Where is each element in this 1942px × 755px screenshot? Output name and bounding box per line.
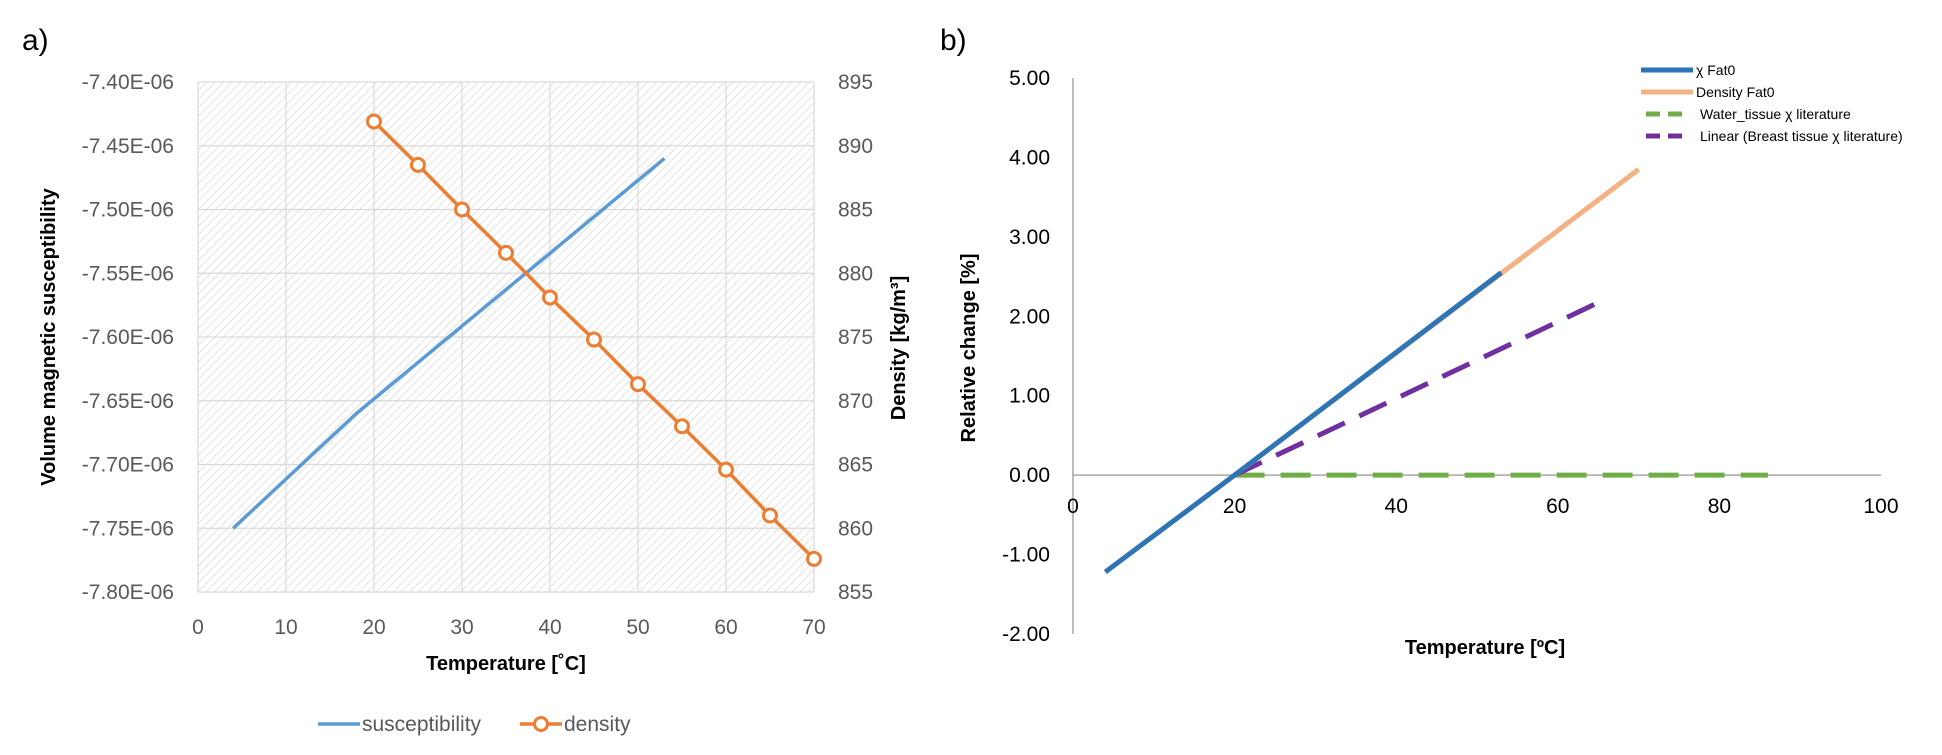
y-tick-label: -7.65E-06 [82,390,174,413]
legend-label: Linear (Breast tissue χ literature) [1700,128,1903,144]
y-tick-label: -7.60E-06 [82,326,174,349]
series-a [232,113,822,567]
density-point [498,244,514,261]
x-tick-label: 40 [1385,495,1408,518]
density-point [366,113,382,130]
panel-a-label: a) [22,24,49,57]
x-tick-label: 50 [626,616,649,639]
grid-a [197,81,815,593]
legend-label: susceptibility [362,713,482,736]
y2-tick-label: 855 [838,581,873,604]
y-tick-label: -2.00 [1002,623,1050,646]
density-point [630,376,646,393]
legend-b: χ Fat0 Density Fat0 Water_tissue χ literat… [1641,62,1903,144]
y-tick-label: -1.00 [1002,544,1050,567]
y2-tick-label: 875 [838,326,873,349]
density-point [542,289,558,306]
x-tick-label: 30 [450,616,473,639]
y2-tick-label: 890 [838,135,873,158]
y-tick-label: -7.50E-06 [82,199,174,222]
series-b [1103,167,1768,575]
y-axis-title-a: Volume magnetic susceptibility [38,187,60,485]
x-tick-label: 0 [192,616,204,639]
legend-label: density [564,713,631,736]
y-tick-label: 2.00 [1009,305,1050,328]
legend-label: Density Fat0 [1696,84,1775,100]
x-tick-label: 20 [362,616,385,639]
y-tick-label: 4.00 [1009,146,1050,169]
x-tick-label: 100 [1863,495,1898,518]
y2-axis-ticks-a: 895 890 885 880 875 870 865 860 855 [838,71,873,604]
axes-b [1072,78,1881,634]
y-tick-label: -7.45E-06 [82,135,174,158]
y-tick-label: -7.70E-06 [82,454,174,477]
y-tick-label: -7.80E-06 [82,581,174,604]
y2-tick-label: 880 [838,262,873,285]
density-point [806,550,822,567]
x-tick-label: 60 [1546,495,1569,518]
y-axis-title-b: Relative change [%] [958,254,980,443]
legend-a: susceptibility density [318,713,631,736]
density-point [762,507,778,524]
x-tick-label: 0 [1067,495,1079,518]
panel-b-label: b) [940,24,967,57]
x-axis-ticks-b: 0 20 40 60 80 100 [1067,495,1898,518]
series-line-b-3 [1233,296,1608,478]
chart-a: a) -7.40E-06-7.45E-06-7.50E-06-7.55E-06-… [22,24,910,736]
density-point [586,331,602,348]
legend-marker-density [533,716,549,732]
y-tick-label: -7.55E-06 [82,262,174,285]
x-axis-title-a: Temperature [˚C] [426,652,586,675]
density-point [410,156,426,173]
y2-tick-label: 885 [838,199,873,222]
y-tick-label: 1.00 [1009,385,1050,408]
y2-tick-label: 870 [838,390,873,413]
y-tick-label: 3.00 [1009,226,1050,249]
chart-b: b) 5.00 4.00 3.00 2.00 1.00 0.00 -1.00 -2.00 0 2… [940,24,1903,659]
x-tick-label: 80 [1708,495,1731,518]
y-tick-label: 0.00 [1009,464,1050,487]
y-axis-ticks-a: -7.40E-06 -7.45E-06 -7.50E-06 -7.55E-06 -7.6… [82,71,174,604]
x-tick-label: 70 [802,616,825,639]
series-line-b-0 [1103,270,1503,575]
y2-tick-label: 895 [838,71,873,94]
legend-label: Water_tissue χ literature [1700,106,1851,122]
x-tick-label: 40 [538,616,561,639]
legend-label: χ Fat0 [1696,62,1735,78]
y-tick-label: -7.40E-06 [82,71,174,94]
y-axis-ticks-b: 5.00 4.00 3.00 2.00 1.00 0.00 -1.00 -2.00 [1002,67,1050,646]
x-axis-title-b: Temperature [ºC] [1405,637,1565,659]
density-point [454,201,470,218]
x-axis-ticks-a: 0 10 20 30 40 50 60 70 [192,616,826,639]
x-tick-label: 60 [714,616,737,639]
y-tick-label: 5.00 [1009,67,1050,90]
y2-axis-title-a: Density [kg/m³] [888,276,910,420]
density-point [718,461,734,478]
series-line-susceptibility [232,157,666,530]
y-tick-label: -7.75E-06 [82,517,174,540]
y2-tick-label: 860 [838,517,873,540]
x-tick-label: 10 [274,616,297,639]
density-point [674,418,690,435]
y2-tick-label: 865 [838,454,873,477]
x-tick-label: 20 [1223,495,1246,518]
